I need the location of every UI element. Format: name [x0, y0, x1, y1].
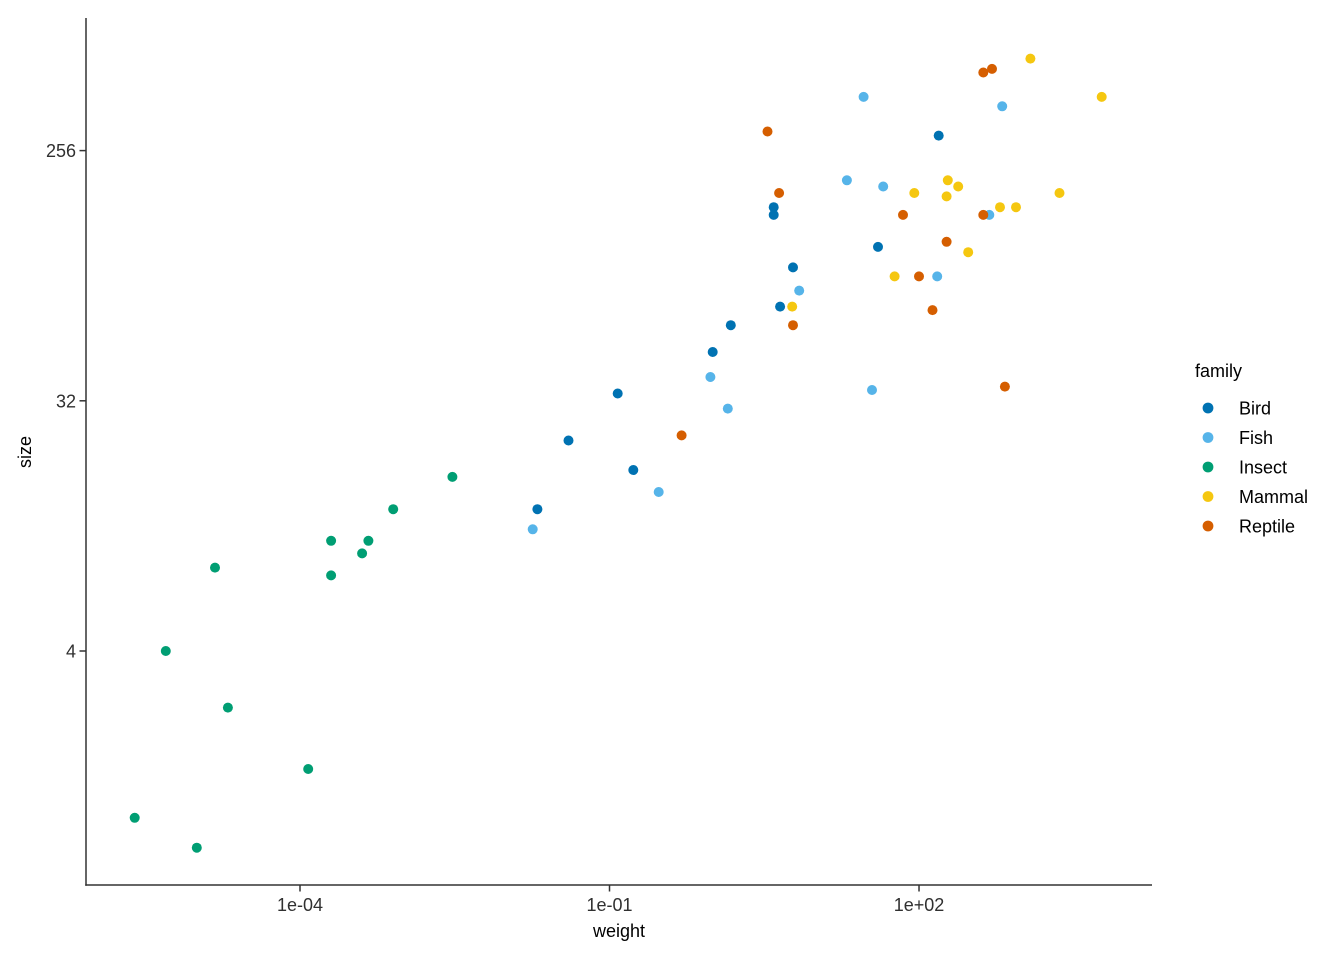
data-point-mammal [889, 271, 900, 282]
data-point-mammal [909, 188, 920, 198]
data-point-mammal [941, 191, 952, 202]
legend-items: Bird Fish Insect Mammal Reptile [1202, 399, 1308, 537]
data-point-fish [932, 271, 943, 282]
data-point-fish [722, 403, 733, 414]
legend-item-fish: Fish [1202, 428, 1273, 448]
legend-item-mammal: Mammal [1202, 487, 1308, 507]
data-point-fish [794, 285, 805, 296]
y-axis-title: size [15, 436, 35, 468]
data-point-insect [388, 504, 399, 515]
data-point-mammal [953, 181, 964, 192]
data-point-fish [705, 372, 716, 382]
data-point-mammal [1011, 202, 1021, 213]
data-point-insect [326, 570, 337, 581]
data-point-reptile [999, 381, 1010, 392]
data-point-fish [997, 101, 1008, 112]
x-tick-label: 1e+02 [894, 895, 945, 915]
data-point-mammal [1025, 53, 1036, 64]
data-points-layer [129, 53, 1107, 853]
data-point-bird [563, 435, 574, 446]
legend-item-label: Bird [1239, 399, 1271, 419]
data-point-insect [222, 702, 233, 713]
data-point-insect [210, 562, 220, 573]
data-point-bird [707, 347, 718, 357]
data-point-mammal [787, 301, 798, 312]
data-point-reptile [941, 236, 952, 247]
legend-title: family [1195, 361, 1242, 381]
legend-dot-fish [1202, 432, 1214, 443]
data-point-fish [653, 487, 664, 497]
data-point-mammal [1096, 91, 1107, 102]
data-point-reptile [978, 67, 989, 78]
y-tick-label: 256 [46, 141, 76, 161]
data-point-bird [768, 202, 779, 213]
data-point-bird [768, 209, 779, 220]
data-point-insect [303, 764, 314, 774]
data-point-fish [878, 181, 889, 192]
data-point-reptile [914, 271, 924, 282]
data-point-insect [447, 471, 458, 482]
legend-item-label: Fish [1239, 428, 1273, 448]
data-point-bird [873, 241, 883, 252]
data-point-mammal [995, 202, 1005, 213]
data-point-reptile [762, 126, 773, 137]
data-point-insect [326, 535, 337, 546]
data-point-insect [363, 535, 374, 546]
legend-item-insect: Insect [1202, 458, 1287, 478]
x-axis-title: weight [592, 921, 645, 941]
data-point-mammal [942, 175, 953, 186]
data-point-insect [160, 646, 171, 656]
data-point-insect [357, 548, 368, 559]
data-point-reptile [898, 209, 908, 220]
legend-dot-bird [1202, 402, 1214, 414]
legend-dot-reptile [1202, 520, 1214, 532]
data-point-reptile [987, 63, 997, 74]
data-point-bird [775, 301, 786, 312]
data-point-reptile [788, 320, 798, 331]
x-tick-label: 1e-01 [586, 895, 632, 915]
legend-dot-mammal [1202, 491, 1214, 502]
data-point-bird [628, 465, 639, 475]
legend-item-label: Reptile [1239, 517, 1295, 537]
data-point-bird [788, 262, 798, 273]
data-point-fish [867, 385, 877, 395]
data-point-bird [612, 388, 623, 399]
data-point-reptile [676, 430, 687, 441]
data-point-bird [933, 130, 944, 141]
legend-item-label: Mammal [1239, 487, 1308, 507]
y-axis-ticks: 4 32 256 [46, 141, 86, 662]
x-axis-ticks: 1e-04 1e-01 1e+02 [277, 885, 944, 915]
legend-item-reptile: Reptile [1202, 517, 1295, 537]
data-point-insect [129, 812, 140, 823]
data-point-reptile [978, 209, 989, 220]
legend-item-bird: Bird [1202, 399, 1271, 419]
legend: family Bird Fish Insect Mammal Reptile [1195, 361, 1308, 537]
data-point-fish [841, 175, 852, 186]
data-point-fish [858, 91, 869, 102]
data-point-reptile [774, 188, 785, 198]
data-point-bird [532, 504, 543, 515]
x-tick-label: 1e-04 [277, 895, 323, 915]
y-tick-label: 4 [66, 642, 76, 662]
y-tick-label: 32 [56, 391, 76, 411]
data-point-mammal [1054, 188, 1065, 198]
data-point-reptile [927, 305, 938, 316]
data-point-insect [191, 842, 202, 853]
legend-dot-insect [1202, 461, 1214, 473]
data-point-mammal [963, 247, 974, 258]
data-point-bird [725, 320, 736, 331]
data-point-fish [527, 524, 538, 535]
legend-item-label: Insect [1239, 458, 1287, 478]
